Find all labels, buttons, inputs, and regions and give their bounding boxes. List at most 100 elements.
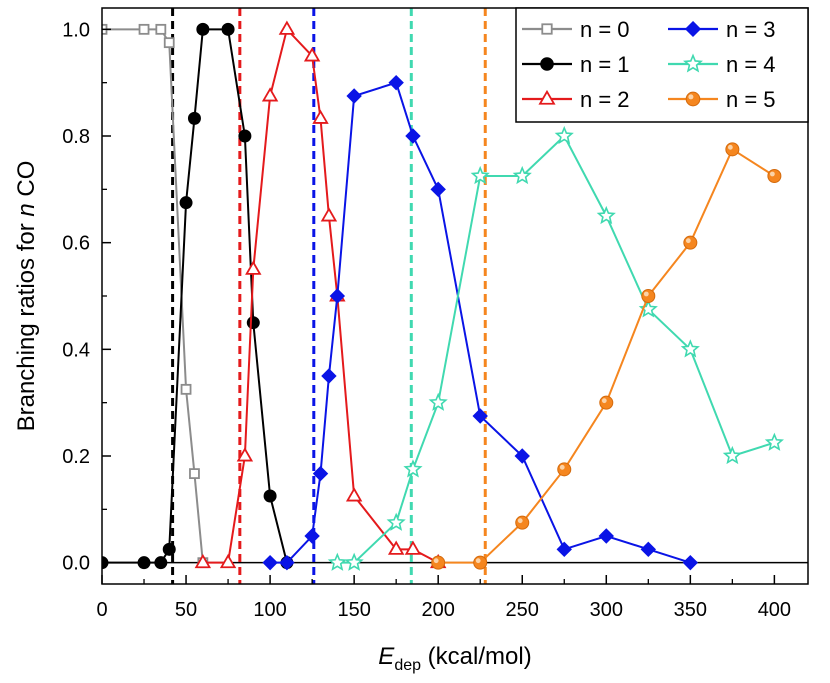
legend-entry-1-marker [540, 57, 554, 71]
series-5-point-7-highlight [727, 144, 733, 150]
y-axis-title-prefix: Branching ratios for [13, 217, 40, 432]
y-axis-title: Branching ratios for n CO [13, 161, 40, 432]
y-axis-title-suffix: CO [13, 161, 40, 204]
legend-entry-0-marker [541, 23, 553, 35]
series-4-point-3 [403, 459, 423, 478]
x-tick-label-5: 250 [506, 599, 539, 621]
series-1-point-3 [162, 542, 176, 556]
series-4-point-7 [554, 125, 574, 145]
series-3-point-2 [304, 528, 320, 544]
series-5-point-3 [557, 462, 572, 477]
x-tick-label-4: 200 [422, 599, 455, 621]
x-tick-label-3: 150 [337, 599, 370, 621]
legend-entry-2: n = 2 [522, 87, 630, 112]
series-2-point-8 [320, 207, 338, 222]
series-5 [431, 142, 782, 570]
x-tick-label-1: 50 [175, 599, 197, 621]
legend-entry-0-label: n = 0 [580, 17, 630, 42]
legend-entry-2-marker [538, 89, 556, 105]
series-1-point-2 [154, 556, 168, 570]
legend-entry-3-marker [684, 20, 702, 38]
legend-entry-5-marker [685, 91, 701, 107]
series-5-point-2 [515, 515, 530, 530]
legend-entry-1-label: n = 1 [580, 52, 630, 77]
plot-area [102, 8, 808, 584]
legend-entry-3: n = 3 [668, 17, 776, 42]
series-5-point-0 [431, 555, 446, 570]
series-3-point-1 [279, 554, 295, 571]
series-3-point-13 [598, 528, 614, 544]
series-3-point-3 [312, 465, 329, 482]
series-5-point-6-highlight [685, 238, 691, 244]
series-4-point-1 [344, 552, 364, 571]
series-1 [102, 22, 294, 570]
series-2-point-3 [245, 260, 262, 275]
series-3-point-10 [472, 408, 488, 424]
legend-entry-5-marker-highlight [688, 94, 694, 100]
series-1-point-1 [137, 556, 151, 570]
series-5-point-5 [641, 289, 656, 303]
series-0-line [102, 28, 204, 563]
series-2-point-10 [345, 487, 363, 502]
series-3-point-11 [514, 448, 530, 464]
series-0-point-5 [189, 468, 200, 480]
y-axis-title-italic: n [13, 203, 40, 216]
series-2 [194, 20, 447, 569]
series-3-point-12 [556, 541, 572, 558]
legend-entry-4-label: n = 4 [726, 52, 776, 77]
series-3-point-7 [388, 74, 404, 91]
y-tick-label-5: 1.0 [62, 19, 90, 41]
series-2-point-7 [312, 109, 329, 124]
series-2-point-12 [404, 540, 422, 555]
series-5-point-0-highlight [433, 558, 439, 564]
series-5-point-4 [599, 395, 614, 410]
series-5-point-1-highlight [475, 558, 481, 564]
series-4-point-6 [512, 165, 532, 185]
series-3-point-15 [682, 554, 699, 571]
y-tick-label-0: 0.0 [62, 553, 90, 575]
series-1-point-9 [246, 316, 260, 330]
series-0-point-2 [155, 23, 167, 35]
x-axis-title-subscript: dep [394, 657, 421, 674]
series-1-point-8 [238, 129, 252, 143]
series-4-point-11 [722, 445, 742, 465]
series-4-point-10 [680, 339, 700, 358]
series-4-point-8 [596, 205, 616, 225]
series-5-point-8 [767, 169, 782, 183]
series-0-point-3 [163, 37, 175, 49]
series-1-point-4 [179, 196, 193, 210]
series-3-point-6 [346, 88, 362, 104]
series-5-point-8-body [767, 169, 782, 183]
series-2-point-11 [387, 540, 405, 555]
series-5-point-7 [725, 142, 740, 157]
y-tick-label-1: 0.2 [62, 446, 90, 468]
series-4-point-0 [327, 552, 347, 571]
series-3-point-9 [430, 181, 446, 198]
y-tick-label-3: 0.6 [62, 233, 90, 255]
series-5-point-7-body [725, 142, 740, 157]
series-5-point-4-highlight [601, 398, 607, 404]
series-0-point-4 [180, 383, 192, 395]
x-axis-title: Edep (kcal/mol) [378, 643, 531, 674]
series-4 [327, 125, 784, 571]
series-2-line [202, 27, 439, 564]
series-3-point-0 [262, 554, 278, 571]
series-5-point-3-body [557, 462, 572, 477]
series-5-point-4-body [599, 395, 614, 410]
series-5-point-8-highlight [769, 171, 775, 177]
legend-entry-4-marker [683, 53, 703, 73]
series-1-point-6 [196, 22, 210, 36]
series-5-point-5-highlight [643, 291, 649, 297]
legend-entry-0: n = 0 [522, 17, 630, 42]
series-5-point-6 [683, 235, 698, 250]
x-tick-label-8: 400 [758, 599, 791, 621]
legend-entry-2-label: n = 2 [580, 87, 630, 112]
legend-entry-1: n = 1 [522, 52, 630, 77]
plot-layer [102, 8, 808, 584]
series-5-point-6-body [683, 235, 698, 250]
series-4-point-5 [470, 165, 490, 185]
series-5-point-2-highlight [517, 518, 523, 524]
legend-entry-5-label: n = 5 [726, 87, 776, 112]
y-tick-label-2: 0.4 [62, 339, 90, 361]
